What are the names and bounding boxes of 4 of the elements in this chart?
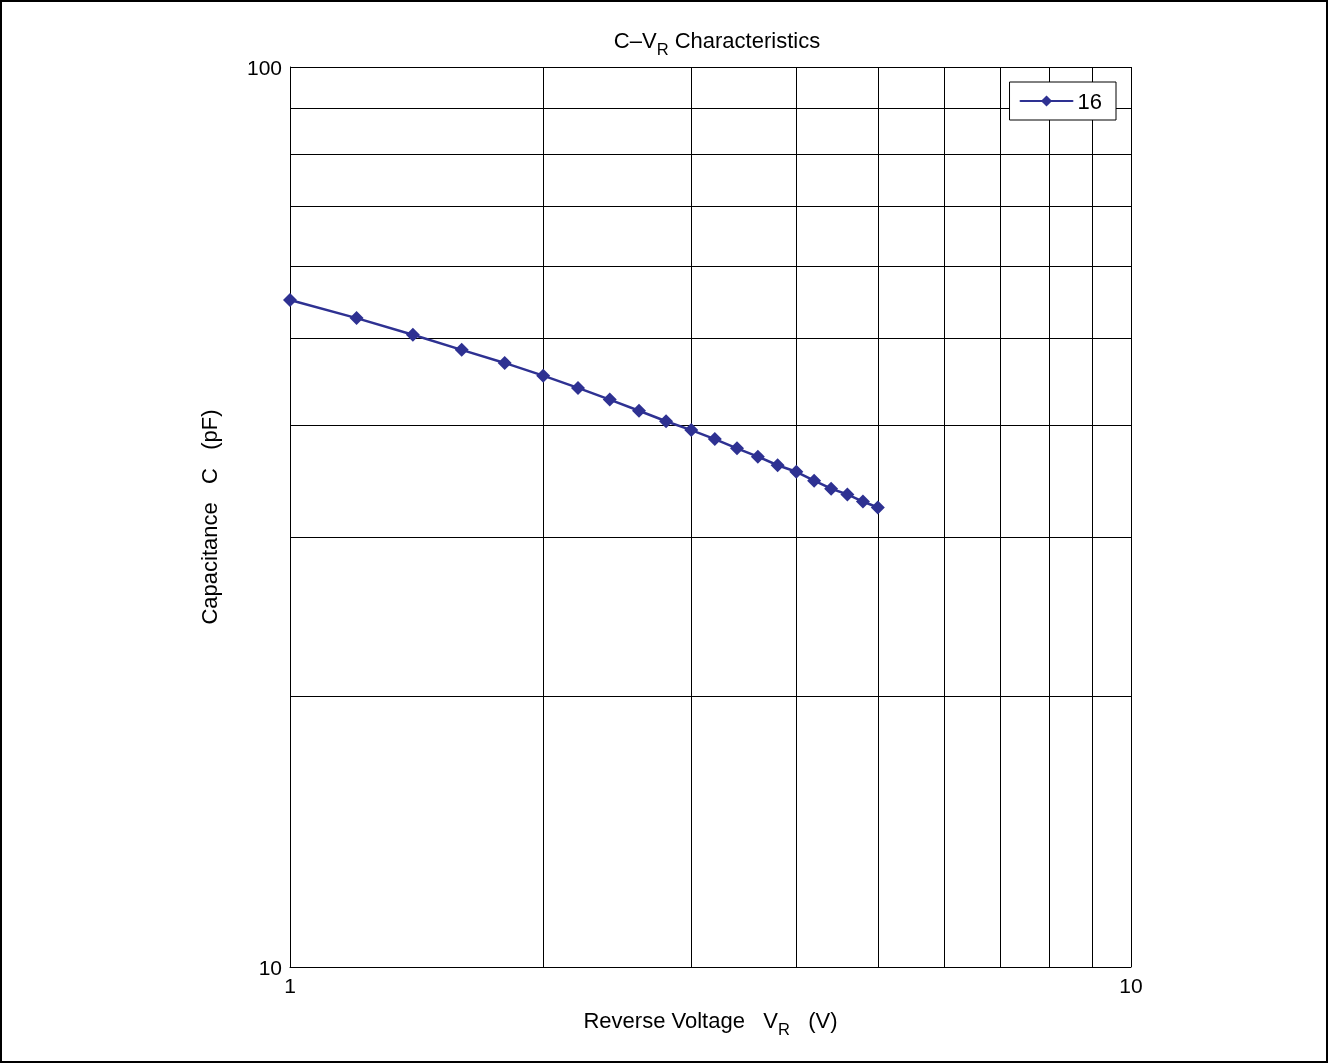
y-axis-title: Capacitance C (pF)	[196, 409, 222, 625]
legend-label: 16	[1077, 88, 1103, 114]
y-tick-label: 100	[246, 55, 282, 79]
x-tick-label: 1	[284, 974, 296, 997]
